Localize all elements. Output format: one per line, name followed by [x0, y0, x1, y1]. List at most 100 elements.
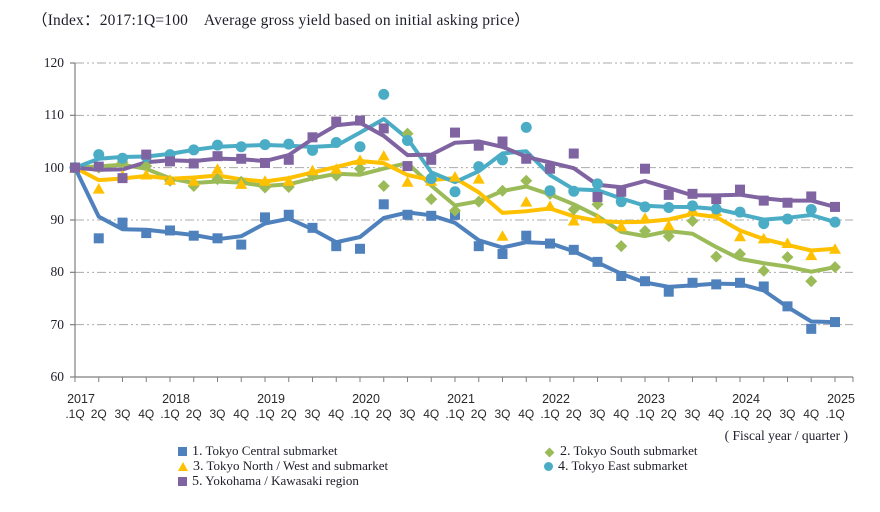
data-point-marker — [735, 184, 745, 195]
y-tick-label: 80 — [50, 264, 65, 280]
data-point-marker — [616, 270, 627, 281]
x-tick-label: .1Q — [635, 407, 655, 421]
x-tick-label: .1Q — [445, 407, 465, 421]
y-tick-label: 120 — [43, 55, 64, 70]
year-label: 2019 — [257, 392, 285, 406]
data-point-marker — [401, 176, 414, 187]
data-point-marker — [545, 163, 555, 174]
x-tick-label: 2Q — [660, 407, 677, 421]
y-tick-label: 90 — [50, 212, 65, 227]
x-tick-label: 4Q — [328, 407, 345, 421]
data-point-marker — [615, 240, 628, 253]
data-point-marker — [520, 121, 532, 133]
data-point-marker — [211, 163, 224, 174]
legend-number: 5. — [192, 474, 203, 489]
data-point-marker — [402, 161, 413, 172]
data-point-marker — [734, 248, 746, 261]
legend-number: 3. — [193, 459, 204, 474]
data-point-marker — [260, 157, 270, 168]
data-point-marker — [592, 256, 603, 267]
data-point-marker — [354, 162, 366, 175]
data-point-marker — [117, 217, 128, 228]
data-point-marker — [496, 230, 509, 241]
data-point-marker — [283, 154, 294, 165]
x-tick-label: .1Q — [825, 407, 845, 421]
data-point-marker — [567, 203, 580, 216]
x-tick-label: 3Q — [589, 407, 606, 421]
data-point-marker — [426, 210, 437, 221]
x-tick-label: 4Q — [613, 407, 630, 421]
data-point-marker — [93, 233, 104, 244]
data-point-marker — [187, 175, 200, 186]
y-tick-label: 70 — [50, 316, 65, 332]
yellow-triangle-marker-icon — [178, 462, 188, 471]
data-point-marker — [92, 183, 105, 194]
data-point-marker — [734, 230, 746, 242]
data-point-marker — [259, 175, 271, 186]
blue-square-marker-icon — [178, 447, 187, 456]
data-point-marker — [283, 209, 294, 220]
data-point-marker — [165, 156, 175, 167]
x-tick-label: 2Q — [185, 407, 202, 421]
x-tick-label: 2Q — [565, 407, 582, 421]
x-tick-label: .1Q — [540, 407, 560, 421]
x-tick-label: .1Q — [160, 407, 180, 421]
data-point-marker — [782, 197, 793, 208]
x-tick-label: 3Q — [779, 407, 796, 421]
data-point-marker — [521, 230, 532, 241]
purple-square-marker-icon — [178, 477, 187, 486]
series-line — [73, 120, 837, 209]
data-point-marker — [639, 212, 651, 223]
data-point-marker — [473, 140, 484, 151]
legend-item-tokyo-south: 2. Tokyo South submarket — [544, 443, 698, 460]
data-point-marker — [615, 196, 627, 208]
data-point-marker — [520, 174, 533, 187]
data-point-marker — [141, 228, 152, 239]
data-point-marker — [805, 249, 818, 261]
data-point-marker — [211, 173, 224, 186]
data-point-marker — [805, 275, 818, 288]
data-point-marker — [236, 153, 247, 164]
data-point-marker — [806, 323, 817, 334]
data-point-marker — [402, 209, 413, 220]
data-point-marker — [639, 224, 651, 237]
data-point-marker — [378, 88, 390, 100]
data-point-marker — [378, 199, 389, 210]
data-point-marker — [188, 144, 200, 156]
x-tick-label: .1Q — [350, 407, 370, 421]
data-point-marker — [544, 185, 556, 197]
data-point-marker — [282, 175, 295, 186]
year-label: 2023 — [637, 392, 665, 406]
x-tick-label: 3Q — [209, 407, 226, 421]
data-point-marker — [758, 218, 770, 230]
x-tick-label: 3Q — [399, 407, 416, 421]
legend-number: 4. — [558, 459, 569, 474]
data-point-marker — [829, 243, 841, 254]
x-tick-label: 2Q — [280, 407, 297, 421]
data-point-marker — [687, 200, 698, 212]
data-point-marker — [830, 317, 840, 328]
year-label: 2017 — [67, 392, 95, 406]
x-tick-label: 4Q — [423, 407, 440, 421]
data-point-marker — [449, 204, 461, 217]
x-tick-label: 4Q — [138, 407, 155, 421]
data-point-marker — [140, 160, 153, 173]
legend-label: 5. Yokohama / Kawasaki region — [192, 473, 359, 489]
data-point-marker — [640, 276, 650, 287]
data-point-marker — [425, 173, 437, 185]
teal-circle-marker-icon — [544, 462, 553, 471]
data-point-marker — [829, 261, 841, 274]
data-point-marker — [330, 163, 343, 174]
legend-label: 3. Tokyo North / West and submarket — [193, 458, 389, 474]
data-point-marker — [402, 134, 413, 146]
data-point-marker — [354, 154, 366, 165]
x-tick-label: 4Q — [803, 407, 820, 421]
data-point-marker — [426, 154, 437, 165]
x-tick-label: .1Q — [730, 407, 750, 421]
y-tick-label: 100 — [43, 159, 64, 175]
data-point-marker — [687, 277, 698, 288]
data-point-marker — [520, 196, 533, 207]
data-point-marker — [450, 127, 460, 138]
data-point-marker — [259, 139, 271, 151]
